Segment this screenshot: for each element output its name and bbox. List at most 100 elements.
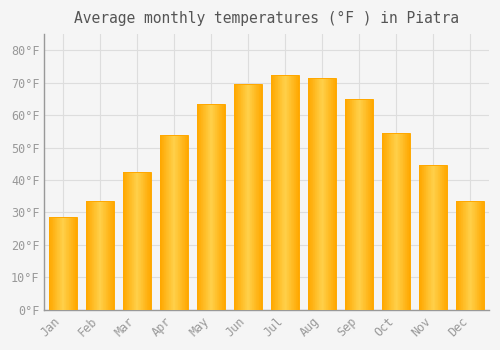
Bar bbox=[403, 133, 404, 310]
Bar bbox=[282, 75, 283, 310]
Bar bbox=[276, 75, 277, 310]
Bar bbox=[213, 104, 214, 310]
Bar bbox=[177, 135, 178, 310]
Bar bbox=[318, 78, 319, 310]
Bar bbox=[131, 172, 132, 310]
Bar bbox=[439, 166, 440, 310]
Bar bbox=[420, 166, 447, 310]
Bar bbox=[395, 133, 396, 310]
Bar bbox=[468, 201, 469, 310]
Bar bbox=[130, 172, 131, 310]
Bar bbox=[382, 133, 410, 310]
Bar bbox=[249, 84, 250, 310]
Bar bbox=[457, 201, 458, 310]
Bar bbox=[90, 201, 91, 310]
Bar bbox=[176, 135, 177, 310]
Bar bbox=[275, 75, 276, 310]
Bar bbox=[444, 166, 445, 310]
Bar bbox=[106, 201, 107, 310]
Bar bbox=[382, 133, 383, 310]
Bar bbox=[95, 201, 96, 310]
Bar bbox=[161, 135, 162, 310]
Bar bbox=[94, 201, 95, 310]
Bar bbox=[292, 75, 293, 310]
Bar bbox=[49, 217, 50, 310]
Bar bbox=[323, 78, 324, 310]
Bar bbox=[369, 99, 370, 310]
Bar bbox=[354, 99, 355, 310]
Bar bbox=[398, 133, 399, 310]
Bar bbox=[424, 166, 425, 310]
Bar bbox=[144, 172, 146, 310]
Bar bbox=[61, 217, 62, 310]
Bar bbox=[284, 75, 285, 310]
Bar bbox=[86, 201, 87, 310]
Bar bbox=[75, 217, 76, 310]
Bar bbox=[222, 104, 223, 310]
Bar bbox=[480, 201, 481, 310]
Bar bbox=[200, 104, 202, 310]
Bar bbox=[246, 84, 247, 310]
Bar bbox=[140, 172, 141, 310]
Bar bbox=[291, 75, 292, 310]
Bar bbox=[167, 135, 168, 310]
Bar bbox=[313, 78, 314, 310]
Bar bbox=[236, 84, 237, 310]
Bar bbox=[278, 75, 279, 310]
Bar bbox=[272, 75, 299, 310]
Bar bbox=[427, 166, 428, 310]
Bar bbox=[205, 104, 206, 310]
Bar bbox=[394, 133, 395, 310]
Bar bbox=[149, 172, 150, 310]
Bar bbox=[473, 201, 474, 310]
Bar bbox=[250, 84, 251, 310]
Bar bbox=[456, 201, 484, 310]
Bar bbox=[352, 99, 353, 310]
Bar bbox=[214, 104, 216, 310]
Bar bbox=[440, 166, 441, 310]
Bar bbox=[252, 84, 253, 310]
Bar bbox=[216, 104, 218, 310]
Bar bbox=[475, 201, 476, 310]
Bar bbox=[350, 99, 351, 310]
Bar bbox=[329, 78, 330, 310]
Bar bbox=[432, 166, 434, 310]
Bar bbox=[327, 78, 328, 310]
Bar bbox=[105, 201, 106, 310]
Bar bbox=[92, 201, 93, 310]
Bar bbox=[324, 78, 325, 310]
Bar bbox=[100, 201, 102, 310]
Bar bbox=[110, 201, 111, 310]
Bar bbox=[220, 104, 221, 310]
Bar bbox=[399, 133, 400, 310]
Bar bbox=[219, 104, 220, 310]
Bar bbox=[409, 133, 410, 310]
Bar bbox=[314, 78, 316, 310]
Bar bbox=[142, 172, 144, 310]
Bar bbox=[63, 217, 64, 310]
Bar bbox=[256, 84, 257, 310]
Bar bbox=[54, 217, 56, 310]
Bar bbox=[441, 166, 442, 310]
Bar bbox=[371, 99, 372, 310]
Bar bbox=[437, 166, 438, 310]
Bar bbox=[326, 78, 327, 310]
Bar bbox=[481, 201, 482, 310]
Bar bbox=[260, 84, 262, 310]
Bar bbox=[51, 217, 52, 310]
Bar bbox=[242, 84, 244, 310]
Bar bbox=[186, 135, 188, 310]
Bar bbox=[476, 201, 478, 310]
Bar bbox=[434, 166, 436, 310]
Bar bbox=[384, 133, 385, 310]
Bar bbox=[165, 135, 166, 310]
Bar bbox=[111, 201, 112, 310]
Bar bbox=[311, 78, 312, 310]
Bar bbox=[325, 78, 326, 310]
Bar bbox=[312, 78, 313, 310]
Bar bbox=[482, 201, 483, 310]
Bar bbox=[251, 84, 252, 310]
Bar bbox=[49, 217, 77, 310]
Bar bbox=[396, 133, 397, 310]
Bar bbox=[421, 166, 422, 310]
